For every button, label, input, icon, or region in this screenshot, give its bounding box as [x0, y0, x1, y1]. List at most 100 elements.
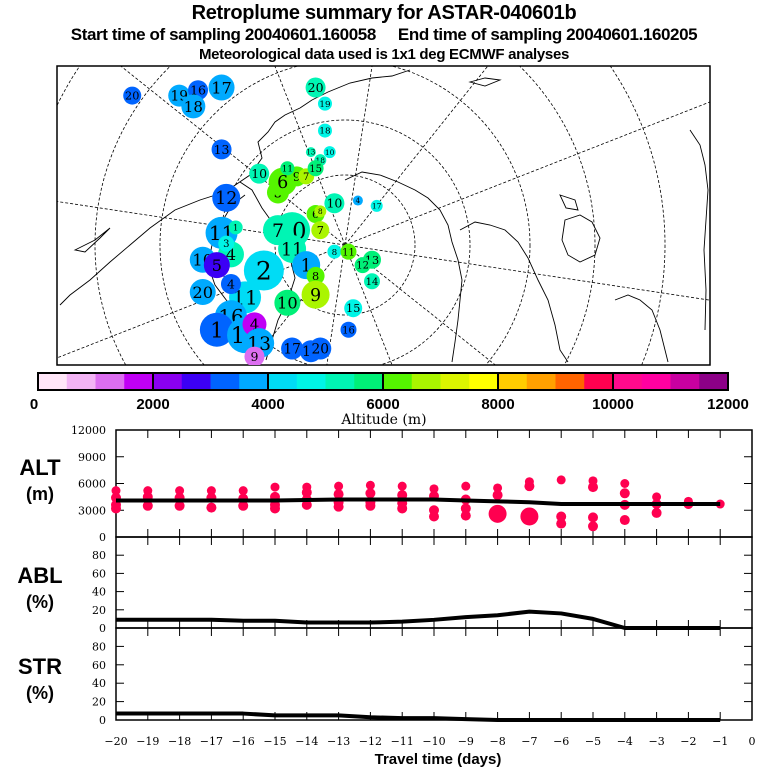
x-tick-label: −14: [295, 735, 318, 748]
colorbar-tick-label: 8000: [481, 396, 514, 413]
latitude-circle: [274, 174, 416, 316]
cluster-marker: [352, 195, 363, 206]
alt-cluster-point: [333, 489, 344, 500]
alt-cluster-point: [556, 475, 566, 485]
alt-cluster-point: [652, 492, 662, 502]
map-cluster: 2: [243, 250, 284, 291]
map-cluster: 1: [199, 312, 234, 347]
map-cluster: 16: [340, 321, 357, 338]
map-cluster: 18: [317, 123, 332, 138]
cluster-marker: [370, 199, 383, 212]
cluster-label: 4: [250, 316, 260, 334]
colorbar-segment: [95, 373, 125, 390]
colorbar-segment: [153, 373, 183, 390]
cluster-marker: [301, 280, 330, 309]
meridian-line: [344, 101, 710, 246]
x-tick-label: 0: [749, 735, 756, 748]
map-cluster: 8: [327, 244, 342, 259]
start-time-label: Start time of sampling 20040601.160058: [70, 25, 377, 44]
x-tick-label: −1: [712, 735, 728, 748]
alt-cluster-point: [588, 512, 598, 523]
alt-cluster-point: [461, 481, 471, 491]
panel-unit: (%): [26, 592, 54, 612]
cluster-label: 7: [317, 224, 324, 237]
alt-cluster-point: [365, 488, 376, 499]
cluster-label: 12: [356, 261, 369, 272]
map-cluster: 8: [314, 205, 327, 218]
cluster-marker: [317, 123, 332, 138]
cluster-label: 17: [372, 202, 382, 211]
colorbar-segment: [498, 373, 528, 390]
cluster-label: 11: [282, 164, 293, 174]
cluster-label: 9: [250, 349, 258, 364]
colorbar-segment: [411, 373, 441, 390]
panel-frame: [115, 536, 753, 629]
alt-cluster-point: [174, 500, 185, 511]
map-cluster: 14: [364, 273, 381, 290]
coastline: [73, 227, 111, 253]
cluster-marker: [323, 146, 336, 159]
map-cluster: 11: [340, 243, 357, 260]
map-cluster: 13: [305, 147, 316, 158]
colorbar-segment: [613, 373, 643, 390]
cluster-marker: [305, 77, 326, 98]
y-tick-label: 0: [99, 714, 106, 727]
colorbar-segment: [210, 373, 240, 390]
x-tick-label: −13: [327, 735, 350, 748]
map-cluster: 7: [311, 221, 330, 240]
alt-cluster-point: [206, 502, 217, 513]
alt-cluster-point: [397, 503, 408, 514]
cluster-label: 18: [184, 98, 203, 116]
x-tick-label: −18: [168, 735, 191, 748]
alt-cluster-point: [493, 483, 503, 493]
colorbar-segment: [670, 373, 700, 390]
x-tick-label: −17: [200, 735, 223, 748]
cluster-label: 2: [256, 257, 272, 286]
colorbar-segment: [641, 373, 671, 390]
map-cluster: 20: [123, 86, 142, 105]
x-tick-label: −6: [553, 735, 569, 748]
map-cluster: 18: [181, 94, 206, 119]
map-cluster: 8: [306, 266, 325, 285]
cluster-label: 18: [319, 127, 330, 137]
cluster-label: 7: [272, 221, 284, 242]
map-cluster: 19: [317, 96, 332, 111]
cluster-label: 15: [309, 164, 322, 175]
colorbar-segment: [526, 373, 556, 390]
cluster-label: 10: [277, 294, 298, 313]
colorbar-title: Altitude (m): [340, 412, 426, 428]
colorbar-segment: [181, 373, 211, 390]
alt-cluster-point: [619, 488, 630, 499]
y-tick-label: 40: [92, 586, 106, 599]
map-cluster: 3: [218, 235, 235, 252]
coastline: [468, 77, 502, 87]
alt-cluster-point: [620, 479, 630, 488]
cluster-marker: [218, 235, 235, 252]
cluster-marker: [281, 337, 304, 360]
alt-cluster-point: [365, 500, 376, 511]
y-tick-label: 20: [92, 696, 106, 709]
alt-cluster-point: [142, 500, 153, 511]
cluster-label: 1: [233, 224, 239, 234]
cluster-marker: [189, 279, 216, 306]
coastline: [299, 69, 411, 109]
x-tick-label: −7: [521, 735, 537, 748]
x-tick-label: −9: [458, 735, 474, 748]
map-cluster: 12: [354, 257, 371, 274]
plot-title: Retroplume summary for ASTAR-040601b: [191, 2, 577, 24]
colorbar-tick-label: 6000: [366, 396, 399, 413]
colorbar-tick-label: 4000: [251, 396, 284, 413]
alt-cluster-point: [270, 503, 280, 514]
colorbar-tick-label: 0: [30, 396, 38, 413]
cluster-marker: [181, 94, 206, 119]
cluster-label: 20: [308, 80, 324, 95]
y-tick-label: 3000: [78, 504, 106, 517]
alt-cluster-point: [429, 484, 439, 494]
colorbar-segment: [584, 373, 614, 390]
y-tick-label: 12000: [71, 424, 106, 437]
alt-cluster-point: [238, 486, 248, 496]
colorbar-tick-label: 12000: [707, 396, 749, 413]
colorbar-segment: [239, 373, 269, 390]
map-cluster: 15: [344, 299, 363, 318]
